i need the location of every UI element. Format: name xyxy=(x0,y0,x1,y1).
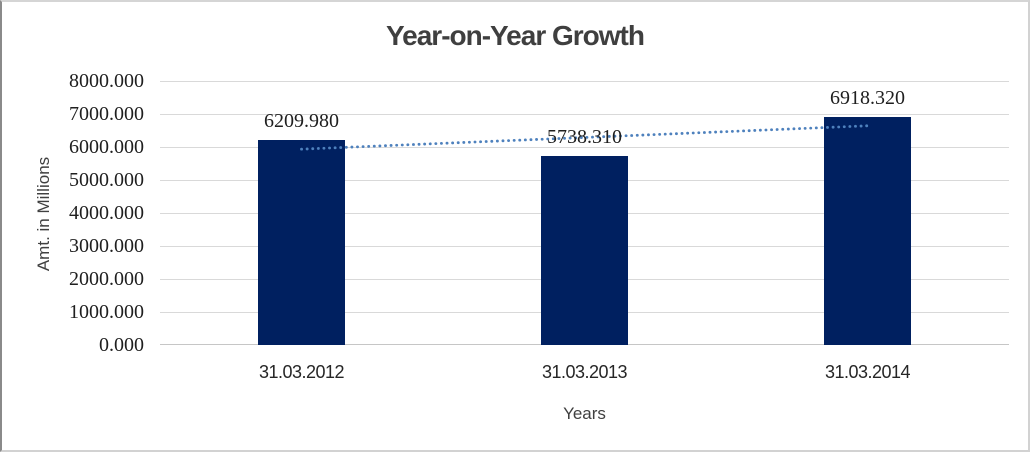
y-axis-ticks: 0.000 1000.000 2000.000 3000.000 4000.000 500… xyxy=(2,71,144,355)
bar-value-label: 6209.980 xyxy=(264,110,339,133)
y-tick-label: 5000.000 xyxy=(69,169,144,191)
y-tick-label: 6000.000 xyxy=(69,136,144,158)
chart-title: Year-on-Year Growth xyxy=(386,20,645,51)
x-tick-label: 31.03.2012 xyxy=(258,362,345,382)
bar xyxy=(541,155,628,345)
y-tick-label: 4000.000 xyxy=(69,202,144,224)
x-axis-ticks: 31.03.2012 31.03.2013 31.03.2014 xyxy=(160,362,1009,386)
gridline xyxy=(160,114,1009,115)
y-tick-label: 3000.000 xyxy=(69,235,144,257)
x-tick-label: 31.03.2013 xyxy=(541,362,628,382)
gridline xyxy=(160,81,1009,82)
x-axis-title: Years xyxy=(563,404,606,423)
y-tick-label: 2000.000 xyxy=(69,268,144,290)
y-tick-label: 0.000 xyxy=(99,334,144,356)
y-tick-label: 7000.000 xyxy=(69,103,144,125)
bar-value-label: 5738.310 xyxy=(547,125,622,148)
y-tick-label: 8000.000 xyxy=(69,70,144,92)
y-tick-label: 1000.000 xyxy=(69,301,144,323)
trendline xyxy=(300,124,869,151)
x-tick-label: 31.03.2014 xyxy=(824,362,911,382)
bar xyxy=(258,140,345,345)
gridline xyxy=(160,147,1009,148)
plot-area: 6209.980 5738.310 6918.320 xyxy=(160,81,1009,345)
bar-value-label: 6918.320 xyxy=(830,86,905,109)
bar xyxy=(824,116,911,345)
